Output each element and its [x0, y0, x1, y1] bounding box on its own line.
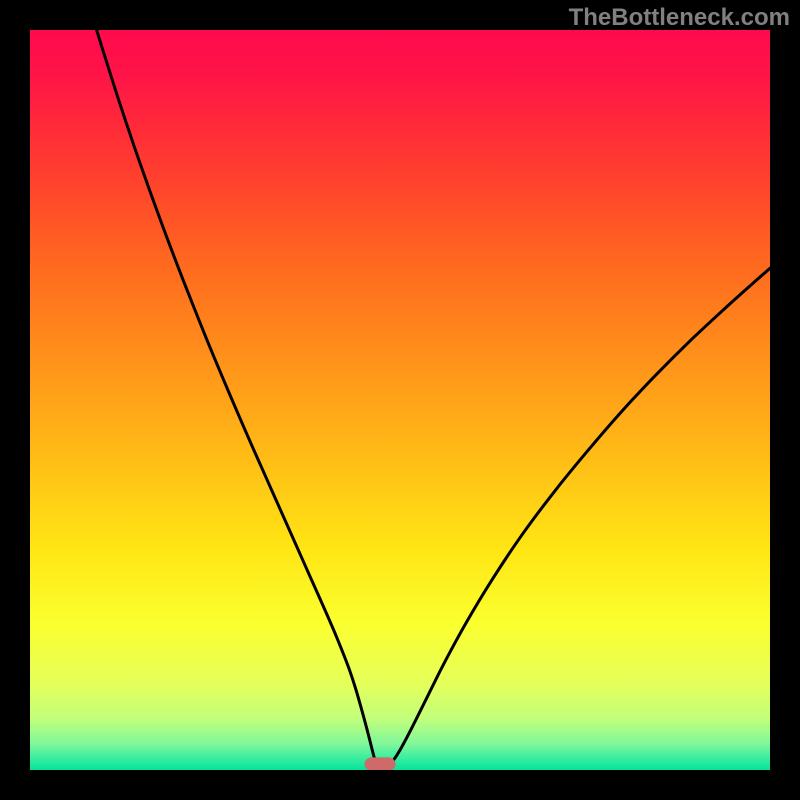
- chart-svg: [30, 30, 770, 770]
- notch-marker: [364, 757, 395, 770]
- chart-plot-area: [30, 30, 770, 770]
- watermark-text: TheBottleneck.com: [569, 4, 790, 32]
- chart-background-gradient: [30, 30, 770, 770]
